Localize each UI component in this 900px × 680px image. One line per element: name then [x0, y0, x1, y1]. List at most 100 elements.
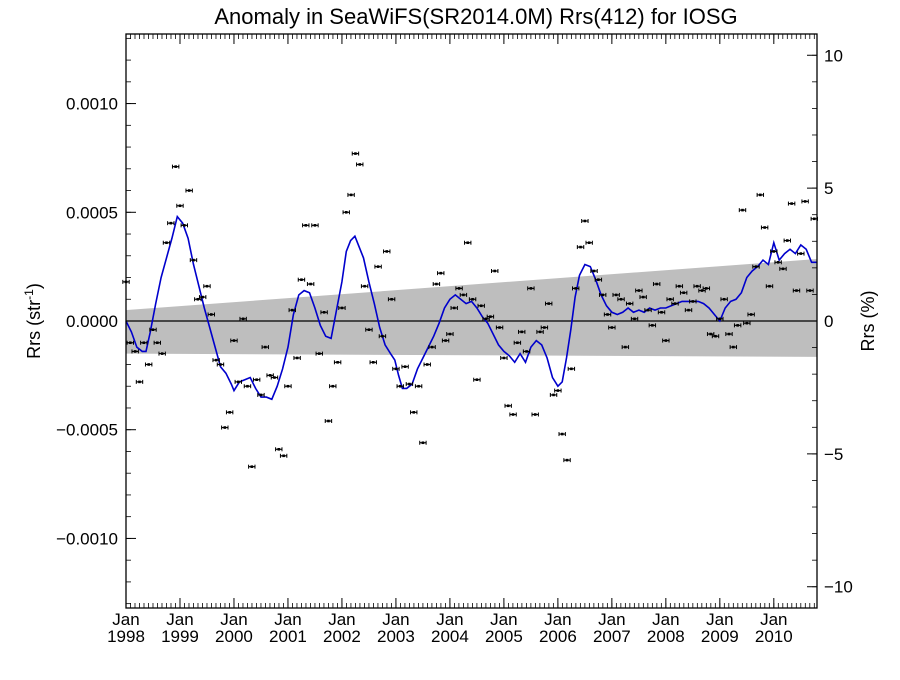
data-point	[486, 314, 495, 319]
data-point	[684, 308, 693, 313]
y-left-tick-label: −0.0005	[56, 421, 118, 440]
data-point	[374, 264, 382, 269]
data-point	[549, 392, 558, 397]
data-point	[657, 310, 666, 315]
data-point	[392, 366, 400, 371]
data-point	[455, 286, 463, 291]
data-point	[774, 260, 782, 265]
data-point	[266, 373, 274, 378]
data-point	[234, 379, 242, 384]
data-point	[144, 362, 153, 367]
x-tick-label-month: Jan	[220, 610, 247, 629]
data-point	[756, 192, 765, 197]
data-point	[630, 316, 639, 321]
data-point	[207, 312, 215, 317]
data-point	[639, 295, 647, 300]
x-tick-label-year: 2003	[377, 627, 415, 646]
data-point	[806, 288, 814, 293]
data-point	[198, 295, 207, 300]
x-tick-label-month: Jan	[382, 610, 409, 629]
y-axis-left-label-close: )	[24, 283, 44, 289]
y-axis-right: 10 5 0 −5 −10	[807, 46, 853, 597]
data-point	[347, 192, 355, 197]
data-point	[401, 364, 409, 369]
data-point	[652, 282, 661, 287]
data-point	[356, 162, 364, 167]
data-point	[558, 432, 566, 437]
data-point	[581, 218, 589, 223]
y-left-tick-label: 0.0005	[66, 203, 118, 222]
data-point	[603, 312, 612, 317]
data-point	[531, 412, 539, 417]
data-point	[662, 338, 670, 343]
data-point	[297, 277, 306, 282]
data-point	[203, 284, 211, 289]
data-point	[706, 332, 715, 337]
data-point	[162, 240, 171, 245]
data-point	[509, 412, 517, 417]
x-tick-label-month: Jan	[490, 610, 517, 629]
data-point	[527, 286, 535, 291]
data-point	[635, 288, 643, 293]
data-point	[405, 382, 414, 387]
data-point	[743, 321, 751, 326]
data-point	[176, 203, 184, 208]
data-point	[396, 384, 404, 389]
y-left-tick-label: −0.0010	[56, 529, 118, 548]
data-point	[140, 340, 148, 345]
data-point	[648, 323, 657, 328]
data-point	[608, 325, 616, 330]
x-tick-label-month: Jan	[652, 610, 679, 629]
data-point	[760, 225, 769, 230]
data-point	[329, 384, 337, 389]
y-right-tick-label: 0	[824, 312, 833, 331]
data-point	[243, 384, 252, 389]
data-point	[302, 223, 310, 228]
data-point	[419, 440, 427, 445]
x-tick-label-year: 2000	[215, 627, 253, 646]
data-point	[158, 351, 166, 356]
data-point	[733, 323, 742, 328]
data-point	[787, 201, 796, 206]
data-point	[779, 266, 787, 271]
x-tick-label-year: 2008	[647, 627, 685, 646]
data-point	[131, 349, 139, 354]
data-point	[522, 349, 531, 354]
data-point	[765, 284, 774, 289]
data-point	[153, 340, 162, 345]
y-left-tick-label: 0.0010	[66, 95, 118, 114]
data-point	[230, 338, 238, 343]
data-point	[625, 301, 634, 306]
data-point	[446, 332, 454, 337]
data-point	[747, 312, 755, 317]
x-tick-label-year: 2006	[539, 627, 577, 646]
data-point	[437, 271, 445, 276]
x-tick-label-year: 2001	[269, 627, 307, 646]
x-tick-label-year: 2009	[701, 627, 739, 646]
data-point	[738, 208, 747, 213]
x-tick-label-year: 2010	[755, 627, 793, 646]
data-point	[783, 238, 792, 243]
y-left-tick-label: 0.0000	[66, 312, 118, 331]
data-point	[679, 290, 688, 295]
data-point	[338, 305, 346, 310]
data-point	[689, 299, 697, 304]
data-point	[473, 377, 481, 382]
data-point	[576, 245, 585, 250]
x-tick-label-month: Jan	[112, 610, 139, 629]
data-point	[423, 362, 431, 367]
data-point	[693, 284, 701, 289]
data-point	[540, 325, 549, 330]
data-point	[171, 164, 180, 169]
data-point	[342, 210, 350, 215]
data-point	[450, 305, 458, 310]
data-point	[621, 345, 630, 350]
data-point	[644, 308, 652, 313]
data-point	[320, 310, 328, 315]
data-point	[180, 223, 189, 228]
data-point	[324, 419, 333, 424]
data-point	[675, 284, 684, 289]
data-point	[378, 334, 387, 339]
